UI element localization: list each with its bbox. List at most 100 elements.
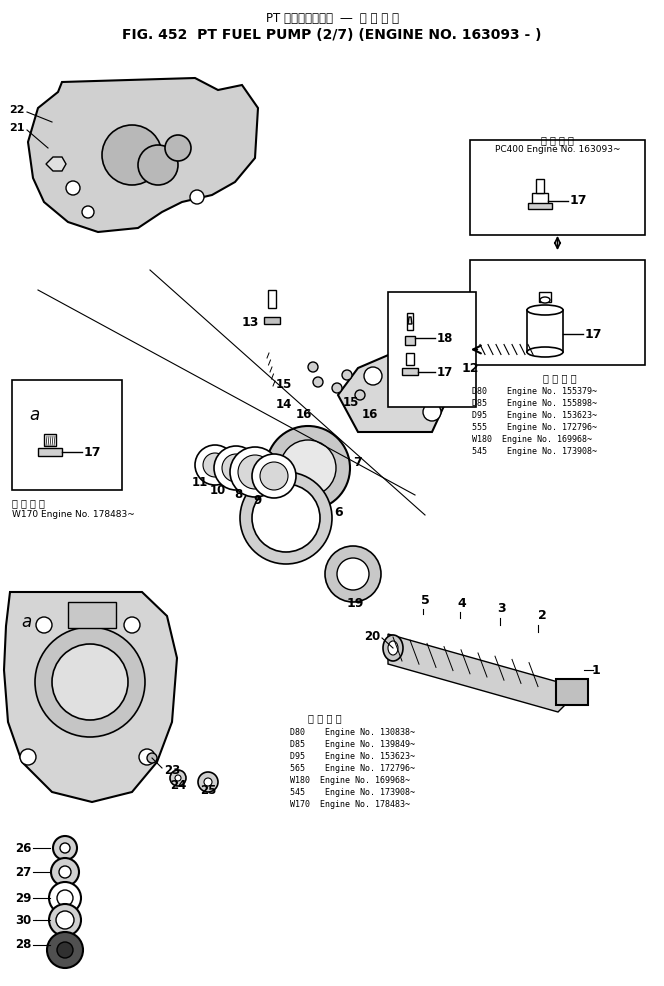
Text: 29: 29 (15, 891, 31, 904)
Circle shape (36, 617, 52, 633)
Text: 16: 16 (295, 408, 312, 421)
Circle shape (190, 190, 204, 204)
Circle shape (138, 145, 178, 185)
Bar (68, 602, 116, 628)
Circle shape (260, 462, 288, 490)
Text: 15: 15 (343, 395, 359, 408)
Text: 7: 7 (353, 457, 362, 469)
Text: 18: 18 (437, 331, 454, 344)
Text: a: a (21, 613, 31, 631)
Text: 17: 17 (570, 194, 588, 207)
Text: 545    Engine No. 173908~: 545 Engine No. 173908~ (290, 788, 415, 797)
Circle shape (404, 351, 422, 369)
Text: D80    Engine No. 155379~: D80 Engine No. 155379~ (472, 387, 597, 396)
Circle shape (59, 866, 71, 878)
Text: 26: 26 (15, 841, 31, 855)
Text: 565    Engine No. 172796~: 565 Engine No. 172796~ (290, 764, 415, 773)
Circle shape (325, 546, 381, 602)
Text: 9: 9 (254, 494, 262, 507)
Circle shape (203, 453, 227, 477)
Circle shape (53, 836, 77, 860)
Circle shape (20, 749, 36, 765)
Text: 2: 2 (538, 609, 546, 622)
Circle shape (175, 775, 181, 781)
Text: 13: 13 (241, 317, 259, 329)
Bar (388, 292, 476, 407)
Circle shape (35, 627, 145, 737)
Text: 24: 24 (170, 779, 186, 792)
Text: 21: 21 (9, 123, 25, 133)
Circle shape (355, 390, 365, 400)
Bar (38, 448, 62, 456)
Bar (12, 380, 122, 490)
Circle shape (49, 882, 81, 914)
Bar (539, 292, 551, 302)
Circle shape (230, 447, 280, 497)
Polygon shape (408, 317, 412, 324)
Ellipse shape (388, 641, 398, 655)
Circle shape (337, 558, 369, 590)
Circle shape (252, 454, 296, 498)
Circle shape (139, 749, 155, 765)
Circle shape (170, 770, 186, 786)
Bar (556, 679, 588, 705)
Bar (527, 310, 563, 352)
Text: 適 用 号 機: 適 用 号 機 (308, 713, 342, 723)
Bar (407, 313, 413, 330)
Text: W170  Engine No. 178483~: W170 Engine No. 178483~ (290, 800, 410, 809)
Text: 8: 8 (234, 487, 242, 501)
Circle shape (308, 362, 318, 372)
Text: 10: 10 (210, 483, 226, 497)
Text: 23: 23 (164, 763, 180, 777)
Bar (405, 336, 415, 345)
Text: 1: 1 (592, 664, 601, 676)
Bar (44, 434, 56, 446)
Text: 3: 3 (498, 602, 507, 615)
Circle shape (124, 617, 140, 633)
Bar (536, 179, 544, 193)
Text: 25: 25 (200, 784, 216, 797)
Circle shape (240, 472, 332, 564)
Text: W180  Engine No. 169968~: W180 Engine No. 169968~ (472, 435, 592, 444)
Circle shape (195, 445, 235, 485)
Text: W170 Engine No. 178483~: W170 Engine No. 178483~ (12, 510, 135, 519)
Circle shape (47, 932, 83, 968)
Text: D95    Engine No. 153623~: D95 Engine No. 153623~ (290, 752, 415, 761)
Text: 16: 16 (362, 408, 378, 421)
Bar (532, 193, 548, 205)
Circle shape (280, 440, 336, 496)
Polygon shape (28, 78, 258, 232)
Bar (528, 203, 552, 209)
Ellipse shape (527, 305, 563, 315)
Text: 4: 4 (457, 597, 466, 610)
Text: D85    Engine No. 155898~: D85 Engine No. 155898~ (472, 399, 597, 408)
Text: 555    Engine No. 172796~: 555 Engine No. 172796~ (472, 423, 597, 432)
Text: 22: 22 (9, 105, 25, 115)
Text: 6: 6 (334, 507, 343, 520)
Circle shape (332, 383, 342, 393)
Circle shape (57, 942, 73, 958)
Text: 17: 17 (84, 446, 102, 458)
Circle shape (313, 377, 323, 387)
Circle shape (82, 206, 94, 218)
Text: 適 用 号 機: 適 用 号 機 (541, 135, 574, 145)
Text: 19: 19 (347, 597, 364, 610)
Polygon shape (338, 338, 455, 432)
Ellipse shape (383, 635, 403, 661)
Ellipse shape (540, 297, 550, 303)
Text: 30: 30 (15, 913, 31, 927)
Circle shape (214, 446, 258, 490)
Text: 5: 5 (420, 594, 430, 607)
Text: 適 用 号 機: 適 用 号 機 (542, 373, 576, 383)
Text: 20: 20 (364, 629, 380, 643)
Circle shape (57, 890, 73, 906)
Circle shape (266, 426, 350, 510)
Circle shape (66, 181, 80, 195)
Circle shape (342, 370, 352, 380)
Text: 545    Engine No. 173908~: 545 Engine No. 173908~ (472, 447, 597, 456)
Text: PC400 Engine No. 163093~: PC400 Engine No. 163093~ (495, 145, 620, 154)
Bar (406, 353, 414, 365)
Circle shape (222, 454, 250, 482)
Circle shape (252, 484, 320, 552)
Polygon shape (388, 634, 568, 712)
